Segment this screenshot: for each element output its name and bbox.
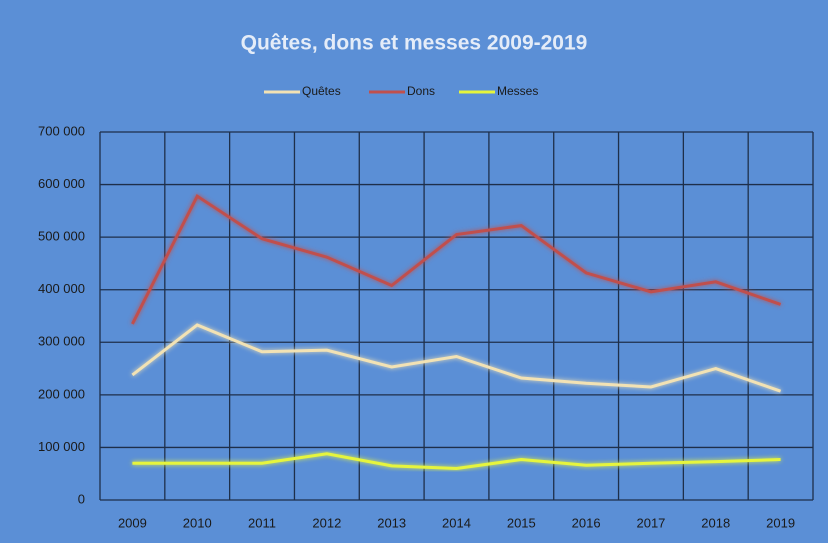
y-tick-label: 300 000 bbox=[38, 334, 85, 349]
line-series bbox=[132, 452, 781, 470]
x-tick-label: 2012 bbox=[312, 515, 341, 530]
x-tick-label: 2011 bbox=[248, 515, 276, 530]
x-tick-label: 2019 bbox=[766, 515, 795, 530]
y-tick-label: 700 000 bbox=[38, 123, 85, 138]
legend-label: Messes bbox=[497, 84, 538, 98]
legend-label: Dons bbox=[407, 84, 435, 98]
y-tick-label: 500 000 bbox=[38, 229, 85, 244]
x-tick-label: 2018 bbox=[701, 515, 730, 530]
legend-label: Quêtes bbox=[302, 84, 341, 98]
x-tick-label: 2015 bbox=[507, 515, 536, 530]
x-tick-label: 2010 bbox=[183, 515, 212, 530]
y-tick-label: 0 bbox=[78, 491, 85, 506]
y-tick-label: 200 000 bbox=[38, 386, 85, 401]
x-tick-label: 2013 bbox=[377, 515, 406, 530]
line-series bbox=[131, 193, 782, 325]
x-tick-label: 2016 bbox=[572, 515, 601, 530]
y-tick-label: 100 000 bbox=[38, 439, 85, 454]
chart-title: Quêtes, dons et messes 2009-2019 bbox=[241, 32, 588, 55]
x-tick-label: 2017 bbox=[636, 515, 665, 530]
line-series bbox=[131, 323, 782, 393]
y-tick-label: 400 000 bbox=[38, 281, 85, 296]
y-tick-label: 600 000 bbox=[38, 176, 85, 191]
x-tick-label: 2014 bbox=[442, 515, 471, 530]
x-tick-label: 2009 bbox=[118, 515, 147, 530]
